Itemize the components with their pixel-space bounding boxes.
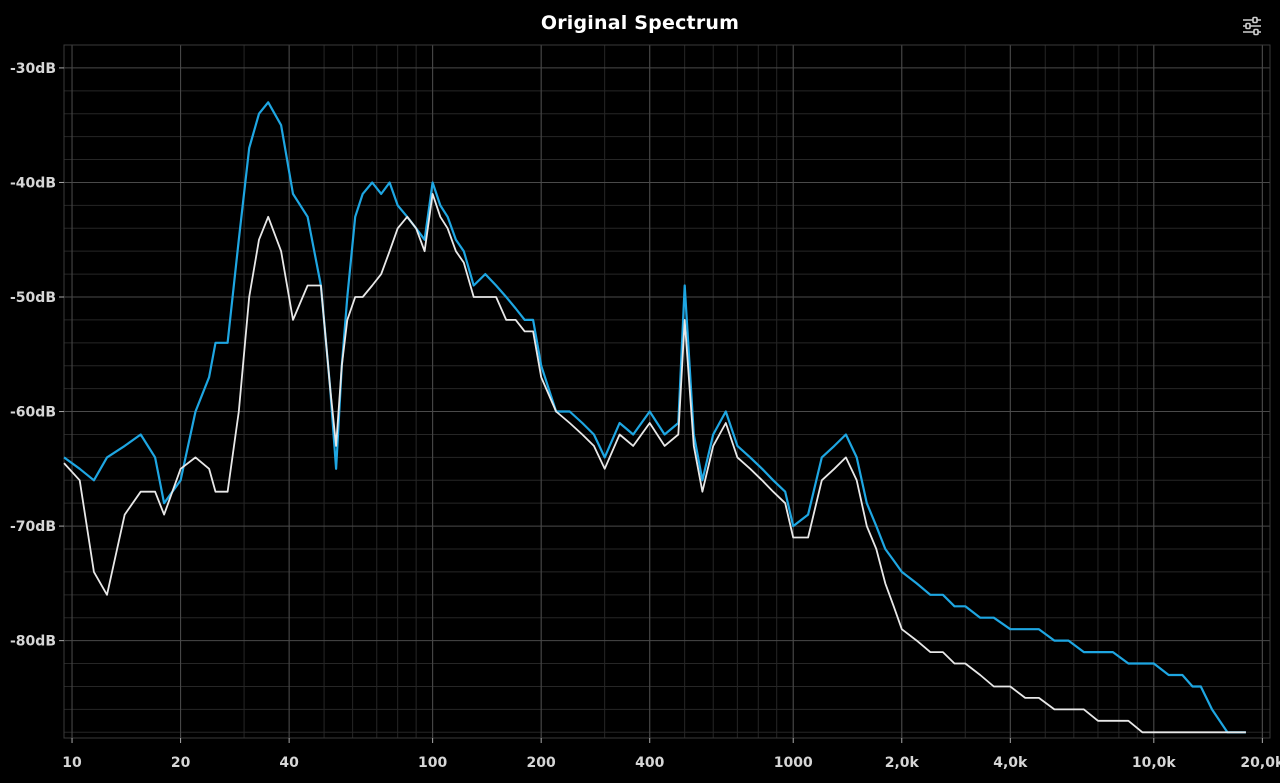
x-tick-label: 20,0k — [1240, 755, 1280, 771]
series-line-white — [63, 192, 1246, 734]
chart-title: Original Spectrum — [540, 12, 740, 34]
y-tick-label: -30dB — [10, 61, 56, 77]
y-tick-label: -80dB — [10, 634, 56, 650]
y-tick-label: -60dB — [10, 405, 56, 421]
y-tick-label: -50dB — [10, 290, 56, 306]
x-tick-label: 20 — [171, 755, 191, 771]
plot-frame — [63, 44, 1271, 739]
x-tick-label: 40 — [279, 755, 299, 771]
x-tick-label: 200 — [527, 755, 556, 771]
x-tick-label: 100 — [418, 755, 447, 771]
x-tick-label: 10,0k — [1132, 755, 1177, 771]
x-tick-label: 2,0k — [885, 755, 920, 771]
x-tick-label: 10 — [62, 755, 82, 771]
y-tick-label: -40dB — [10, 175, 56, 191]
sliders-icon[interactable] — [1240, 14, 1264, 38]
y-tick-label: -70dB — [10, 519, 56, 535]
x-tick-label: 1000 — [774, 755, 813, 771]
x-tick-label: 4,0k — [993, 755, 1028, 771]
x-tick-label: 400 — [635, 755, 664, 771]
series-line-blue — [63, 101, 1246, 734]
